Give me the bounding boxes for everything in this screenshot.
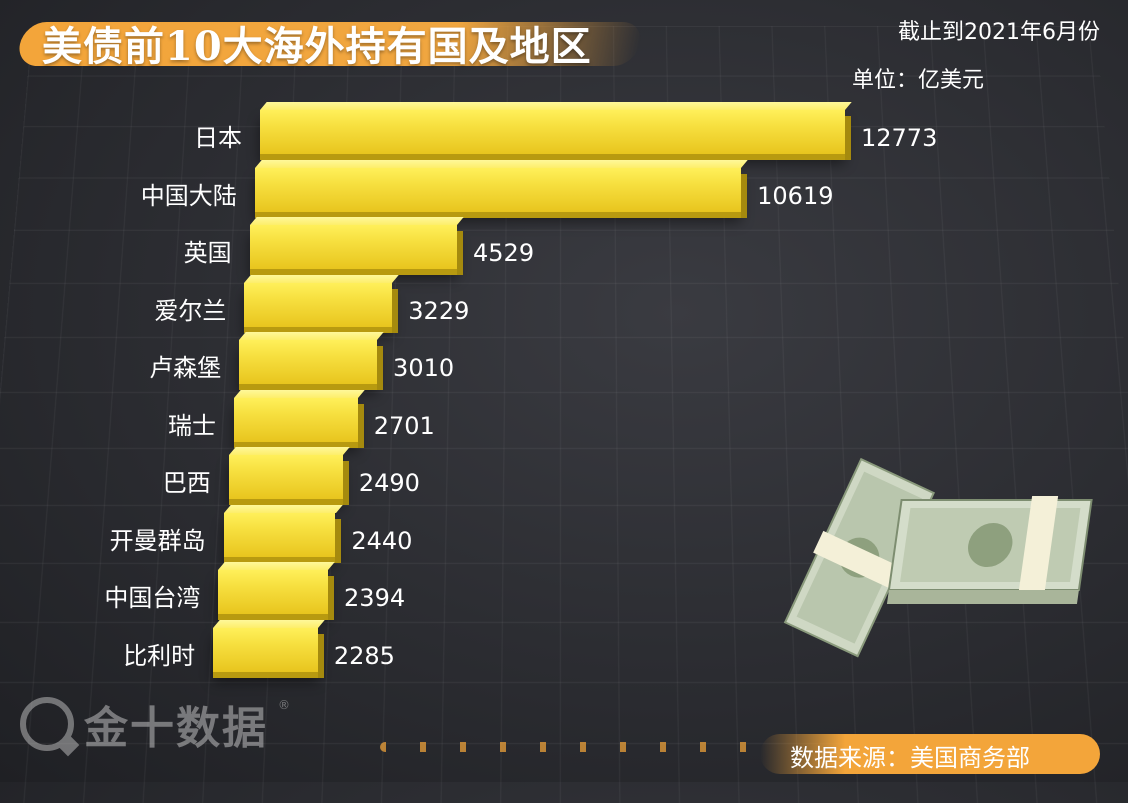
category-label: 比利时 (15, 636, 195, 671)
value-label: 3229 (408, 297, 469, 325)
value-label: 2490 (359, 469, 420, 497)
bar (260, 110, 845, 154)
decorative-glow-line (380, 742, 760, 752)
registered-mark: ® (278, 698, 290, 712)
bar (244, 283, 392, 327)
category-label: 卢森堡 (41, 348, 221, 383)
value-label: 2440 (351, 527, 412, 555)
category-label: 开曼群岛 (26, 521, 206, 556)
category-label: 中国大陆 (57, 176, 237, 211)
category-label: 巴西 (31, 463, 211, 498)
category-label: 日本 (62, 118, 242, 153)
bar (255, 168, 741, 212)
value-label: 2394 (344, 584, 405, 612)
bar (229, 455, 343, 499)
bar (234, 398, 358, 442)
value-label: 4529 (473, 239, 534, 267)
value-label: 10619 (757, 182, 833, 210)
bar (213, 628, 318, 672)
value-label: 12773 (861, 124, 937, 152)
bar (250, 225, 457, 269)
logo-icon (20, 697, 74, 751)
category-label: 英国 (52, 233, 232, 268)
category-label: 中国台湾 (20, 578, 200, 613)
value-label: 2285 (334, 642, 395, 670)
bar (224, 513, 336, 557)
date-note: 截止到2021年6月份 (898, 14, 1100, 46)
chart-title: 美债前10大海外持有国及地区 (42, 14, 592, 72)
money-stack-image (770, 440, 1110, 660)
bar (239, 340, 377, 384)
logo-text: 金十数据 (84, 692, 268, 756)
value-label: 2701 (374, 412, 435, 440)
category-label: 瑞士 (36, 406, 216, 441)
unit-note: 单位：亿美元 (852, 62, 984, 94)
category-label: 爱尔兰 (46, 291, 226, 326)
source-note: 数据来源：美国商务部 (790, 738, 1030, 773)
value-label: 3010 (393, 354, 454, 382)
jin10-logo: 金十数据 ® (20, 692, 290, 756)
bar (218, 570, 328, 614)
